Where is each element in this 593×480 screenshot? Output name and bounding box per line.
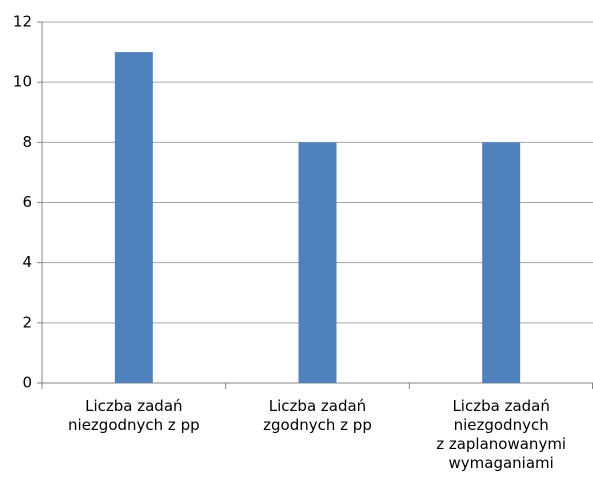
x-tick-label: Liczba zadań zgodnych z pp: [263, 397, 372, 434]
x-tick-label: Liczba zadań niezgodnych z zaplanowanymi…: [436, 397, 567, 472]
y-tick-label: 2: [22, 313, 32, 331]
y-tick-label: 10: [13, 73, 32, 91]
y-tick-label: 12: [13, 13, 32, 31]
bar: [298, 142, 337, 383]
x-tick-label: Liczba zadań niezgodnych z pp: [68, 397, 200, 434]
y-tick-label: 6: [22, 193, 32, 211]
y-tick-label: 8: [22, 133, 32, 151]
y-tick-label: 4: [22, 253, 32, 271]
y-tick-label: 0: [22, 374, 32, 392]
bar: [114, 52, 153, 383]
bar: [482, 142, 521, 383]
